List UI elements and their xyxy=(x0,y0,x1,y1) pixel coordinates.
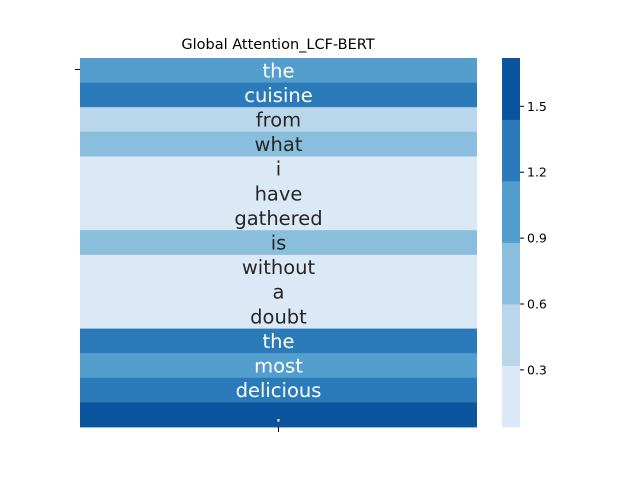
cell-token-label: delicious xyxy=(236,379,322,402)
cell-token-label: gathered xyxy=(234,207,322,230)
cell-token-label: cuisine xyxy=(244,84,312,107)
cell-token-label: what xyxy=(255,133,303,156)
colorbar-segment xyxy=(502,181,520,243)
heatmap-cell xyxy=(80,205,477,231)
heatmap-cell xyxy=(80,230,477,256)
colorbar-tick-label: 0.6 xyxy=(527,297,547,312)
heatmap-cell xyxy=(80,82,477,108)
colorbar: 0.3 0.6 0.9 1.2 1.5 xyxy=(502,58,547,428)
heatmap-cell xyxy=(80,402,477,428)
colorbar-segment xyxy=(502,304,520,366)
cell-token-label: . xyxy=(275,404,281,427)
cell-token-label: from xyxy=(256,109,301,132)
colorbar-segment xyxy=(502,58,520,120)
heatmap-cell xyxy=(80,328,477,354)
cell-token-label: is xyxy=(271,232,287,255)
cell-token-label: doubt xyxy=(250,305,307,328)
cell-token-label: without xyxy=(242,256,316,279)
cell-token-label: most xyxy=(254,355,303,378)
colorbar-tick-label: 1.5 xyxy=(527,99,547,114)
colorbar-segment xyxy=(502,119,520,182)
colorbar-tick-label: 0.9 xyxy=(527,231,547,246)
heatmap-cell xyxy=(80,377,477,403)
chart-title: Global Attention_LCF-BERT xyxy=(181,37,374,53)
heatmap-cell xyxy=(80,156,477,182)
cell-token-label: have xyxy=(255,182,303,205)
cell-token-label: i xyxy=(276,158,281,181)
heatmap-cell xyxy=(80,107,477,133)
heatmap-cell xyxy=(80,254,477,280)
cell-token-label: a xyxy=(273,281,285,304)
colorbar-segment xyxy=(502,242,520,305)
heatmap-cell xyxy=(80,58,477,83)
heatmap-cell xyxy=(80,304,477,329)
heatmap-cells: thecuisinefromwhatihavegatherediswithout… xyxy=(80,58,477,428)
heatmap-cell xyxy=(80,131,477,157)
heatmap-cell xyxy=(80,279,477,305)
cell-token-label: the xyxy=(262,59,294,82)
heatmap-axes xyxy=(75,69,279,432)
colorbar-tick-label: 1.2 xyxy=(527,165,547,180)
heatmap-cell xyxy=(80,353,477,379)
heatmap-cell xyxy=(80,181,477,206)
colorbar-tick-label: 0.3 xyxy=(527,362,547,377)
cell-token-label: the xyxy=(262,330,294,353)
colorbar-segment xyxy=(502,365,520,428)
